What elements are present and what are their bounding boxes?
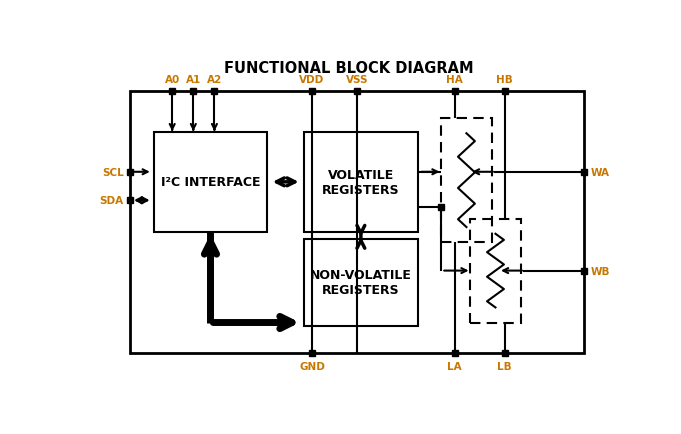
Bar <box>304 239 417 326</box>
Text: HA: HA <box>446 75 463 85</box>
Bar <box>130 92 584 353</box>
Text: I²C INTERFACE: I²C INTERFACE <box>161 176 260 189</box>
Text: LA: LA <box>447 361 462 371</box>
Text: SCL: SCL <box>102 168 124 178</box>
Text: WB: WB <box>590 266 609 276</box>
Text: A2: A2 <box>207 75 222 85</box>
Bar <box>304 132 417 233</box>
Text: HB: HB <box>496 75 513 85</box>
Bar <box>154 132 267 233</box>
Text: A0: A0 <box>165 75 180 85</box>
Text: FUNCTIONAL BLOCK DIAGRAM: FUNCTIONAL BLOCK DIAGRAM <box>224 60 474 76</box>
Text: VDD: VDD <box>300 75 325 85</box>
Text: NON-VOLATILE
REGISTERS: NON-VOLATILE REGISTERS <box>310 269 412 296</box>
Text: SDA: SDA <box>99 196 124 206</box>
Text: GND: GND <box>299 361 325 371</box>
Text: A1: A1 <box>186 75 201 85</box>
Text: WA: WA <box>590 168 609 178</box>
Bar <box>441 119 492 243</box>
Text: VOLATILE
REGISTERS: VOLATILE REGISTERS <box>322 168 400 196</box>
Text: VSS: VSS <box>346 75 368 85</box>
Bar <box>471 219 520 323</box>
Text: LB: LB <box>497 361 512 371</box>
